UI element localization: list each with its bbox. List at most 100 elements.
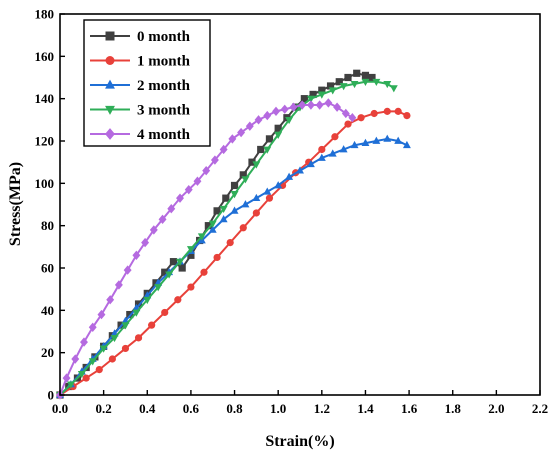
x-tick-label: 1.2: [314, 401, 330, 416]
data-point: [241, 176, 250, 184]
data-point: [77, 370, 86, 379]
data-point: [274, 181, 283, 189]
x-tick-label: 0.4: [139, 401, 156, 416]
x-tick-label: 2.2: [532, 401, 548, 416]
data-point: [200, 268, 208, 276]
legend-box: [83, 19, 211, 147]
legend-label: 4 month: [137, 127, 191, 143]
data-point: [361, 138, 370, 146]
legend-marker: [105, 56, 115, 65]
legend-label: 1 month: [137, 54, 191, 70]
data-point: [121, 344, 130, 353]
data-point: [176, 193, 184, 203]
y-tick-label: 160: [35, 49, 55, 64]
y-axis-title: Stress(MPa): [7, 162, 24, 246]
data-point: [132, 250, 141, 260]
data-point: [230, 206, 239, 214]
y-tick-label: 140: [35, 91, 55, 106]
legend: 0 month 1 month 2 month 3 month 4 month: [83, 19, 211, 147]
data-point: [239, 224, 247, 232]
x-tick-label: 0.6: [183, 401, 200, 416]
data-point: [306, 100, 315, 110]
y-tick-label: 20: [41, 345, 54, 360]
data-point: [252, 161, 261, 169]
data-point: [252, 209, 260, 217]
data-point: [328, 149, 337, 157]
legend-item: 2 month: [90, 78, 191, 94]
data-point: [174, 296, 182, 304]
data-point: [272, 106, 280, 117]
y-tick-label: 100: [35, 176, 55, 191]
data-point: [285, 172, 294, 180]
data-point: [71, 354, 80, 364]
data-point: [357, 114, 365, 122]
data-point: [230, 181, 239, 190]
data-point: [326, 82, 335, 90]
legend-label: 3 month: [137, 103, 191, 119]
data-point: [213, 253, 221, 262]
y-tick-label: 180: [35, 7, 55, 22]
data-point: [300, 95, 308, 103]
data-point: [389, 85, 398, 93]
data-point: [361, 71, 370, 79]
data-point: [97, 309, 106, 320]
data-point: [274, 131, 283, 139]
legend-marker: [105, 79, 115, 89]
data-point: [333, 102, 342, 112]
data-point: [222, 194, 230, 202]
data-point: [187, 251, 195, 259]
data-point: [82, 374, 90, 382]
x-tick-label: 0.0: [52, 401, 68, 416]
x-tick-label: 0.8: [226, 401, 243, 416]
data-point: [228, 134, 237, 144]
data-point: [123, 265, 132, 275]
data-point: [239, 171, 247, 179]
series-layer: [56, 69, 411, 400]
data-point: [368, 73, 376, 82]
data-point: [106, 295, 115, 305]
data-point: [219, 205, 228, 214]
data-point: [315, 100, 324, 110]
data-point: [296, 166, 304, 174]
data-point: [114, 280, 123, 290]
data-point: [178, 264, 186, 272]
data-point: [88, 322, 97, 332]
legend-marker: [105, 105, 115, 115]
legend-marker: [105, 128, 115, 140]
data-point: [95, 366, 103, 374]
series-4-month: [56, 98, 357, 400]
data-point: [289, 102, 298, 112]
data-point: [383, 134, 392, 142]
data-point: [402, 140, 411, 149]
data-point: [148, 321, 156, 329]
data-point: [348, 113, 357, 123]
data-point: [306, 95, 315, 103]
data-point: [132, 309, 141, 317]
data-point: [154, 284, 163, 292]
data-point: [317, 91, 326, 99]
data-point: [226, 239, 234, 247]
data-point: [184, 185, 193, 195]
data-point: [248, 158, 256, 166]
data-point: [331, 133, 339, 141]
plot-frame: [59, 13, 541, 396]
data-point: [208, 220, 217, 228]
x-axis-title: Strain(%): [265, 433, 334, 450]
data-point: [372, 78, 381, 87]
data-point: [257, 145, 265, 154]
data-point: [210, 155, 219, 165]
x-tick-label: 1.6: [401, 401, 418, 416]
data-point: [165, 271, 174, 279]
y-tick-label: 80: [41, 218, 54, 233]
data-point: [187, 283, 195, 291]
data-point: [213, 207, 221, 215]
data-point: [161, 268, 169, 276]
series-3-month: [56, 78, 398, 400]
data-point: [403, 112, 411, 120]
data-point: [202, 165, 211, 176]
data-point: [394, 107, 402, 115]
data-point: [339, 145, 348, 153]
data-point: [208, 225, 217, 233]
data-point: [62, 373, 71, 383]
